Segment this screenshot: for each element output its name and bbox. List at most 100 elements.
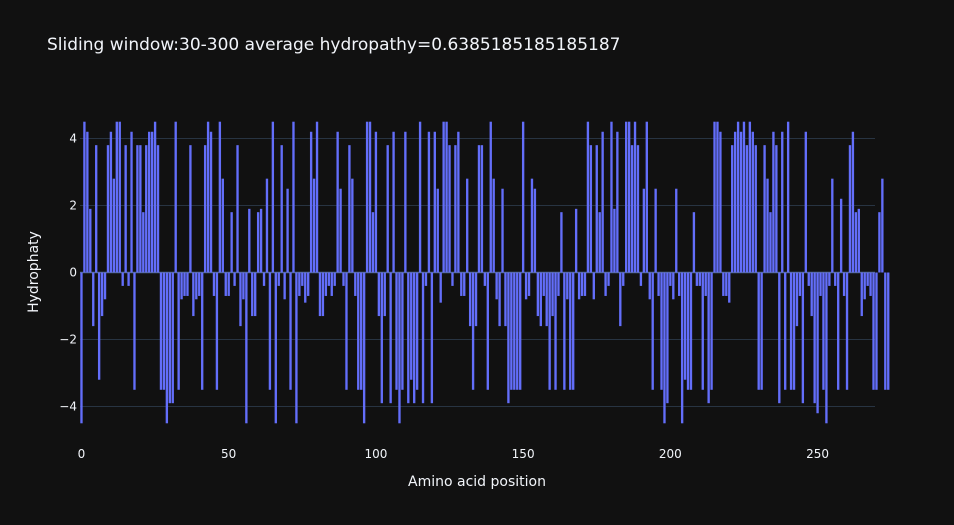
bar (769, 212, 772, 273)
x-tick-label: 150 (512, 447, 535, 461)
bar (842, 272, 846, 296)
bar (112, 178, 116, 273)
bar (127, 272, 130, 286)
bar (863, 272, 866, 300)
bar (304, 272, 307, 303)
bar (195, 272, 198, 300)
bar (118, 121, 121, 273)
bar (716, 121, 719, 273)
bar (142, 212, 145, 273)
bar (371, 212, 375, 273)
y-axis-title: Hydrophaty (26, 231, 42, 313)
chart-title: Sliding window:30-300 average hydropathy… (47, 35, 621, 55)
bar (778, 272, 781, 404)
bar (516, 272, 519, 390)
bar (365, 121, 369, 273)
bar (398, 272, 401, 424)
bar (248, 208, 251, 273)
bar (277, 272, 280, 286)
bar (725, 272, 728, 296)
bar (430, 272, 434, 404)
x-tick-label: 200 (659, 447, 682, 461)
bar (845, 272, 849, 390)
bar (683, 272, 687, 380)
bar (857, 208, 860, 273)
bar (189, 145, 192, 273)
bar (728, 272, 731, 303)
bar (557, 272, 560, 296)
bar (383, 272, 386, 317)
bar (201, 272, 204, 390)
bar (89, 208, 92, 273)
bar (613, 208, 616, 273)
bar (616, 131, 619, 273)
bar (577, 272, 581, 300)
bar (301, 272, 304, 286)
bar (784, 272, 787, 390)
bar (766, 178, 769, 273)
bar (433, 131, 436, 273)
bar (595, 145, 598, 273)
y-tick-label: −2 (59, 333, 77, 347)
bar (415, 272, 419, 390)
x-tick-label: 250 (806, 447, 829, 461)
x-tick-label: 100 (364, 447, 387, 461)
x-tick-label: 0 (78, 447, 86, 461)
bar (103, 272, 107, 300)
bar (165, 272, 169, 424)
bar (271, 121, 275, 273)
bar (801, 272, 805, 404)
bar (742, 121, 746, 273)
bar (292, 121, 295, 273)
bar (139, 145, 142, 273)
bar (686, 272, 690, 390)
bar (828, 272, 831, 286)
bar (309, 131, 313, 273)
y-tick-label: 0 (69, 266, 77, 280)
bar (798, 272, 802, 296)
bar (775, 145, 778, 273)
bar (345, 272, 348, 390)
bar (336, 131, 339, 273)
bar (695, 272, 699, 286)
bar (554, 272, 557, 390)
bar (307, 272, 310, 296)
bar (174, 121, 177, 273)
bar (639, 272, 643, 286)
bar (872, 272, 875, 390)
bar (736, 121, 740, 273)
bar (524, 272, 528, 300)
bar (106, 145, 110, 273)
bar (545, 272, 548, 327)
bar (757, 272, 760, 390)
bar (427, 131, 431, 273)
bar (424, 272, 428, 286)
bar (501, 188, 504, 273)
bar (763, 145, 766, 273)
bar (162, 272, 166, 390)
bar (748, 121, 752, 273)
bar (504, 272, 507, 327)
bar (574, 208, 578, 273)
bar (192, 272, 195, 317)
bar (389, 272, 392, 404)
bar (280, 145, 283, 273)
bar (286, 188, 289, 273)
bar (471, 272, 475, 390)
bar (315, 121, 319, 273)
bar (212, 272, 216, 296)
bar (660, 272, 663, 390)
bar (589, 145, 593, 273)
bar (792, 272, 796, 390)
bar (566, 272, 569, 300)
bar (563, 272, 566, 390)
bar (507, 272, 510, 404)
bar (451, 272, 454, 286)
gridlines (80, 137, 875, 408)
bar (633, 121, 637, 273)
bar (410, 272, 413, 380)
bar (218, 121, 222, 273)
bar (622, 272, 625, 286)
bar (560, 212, 563, 273)
bar (698, 272, 701, 286)
